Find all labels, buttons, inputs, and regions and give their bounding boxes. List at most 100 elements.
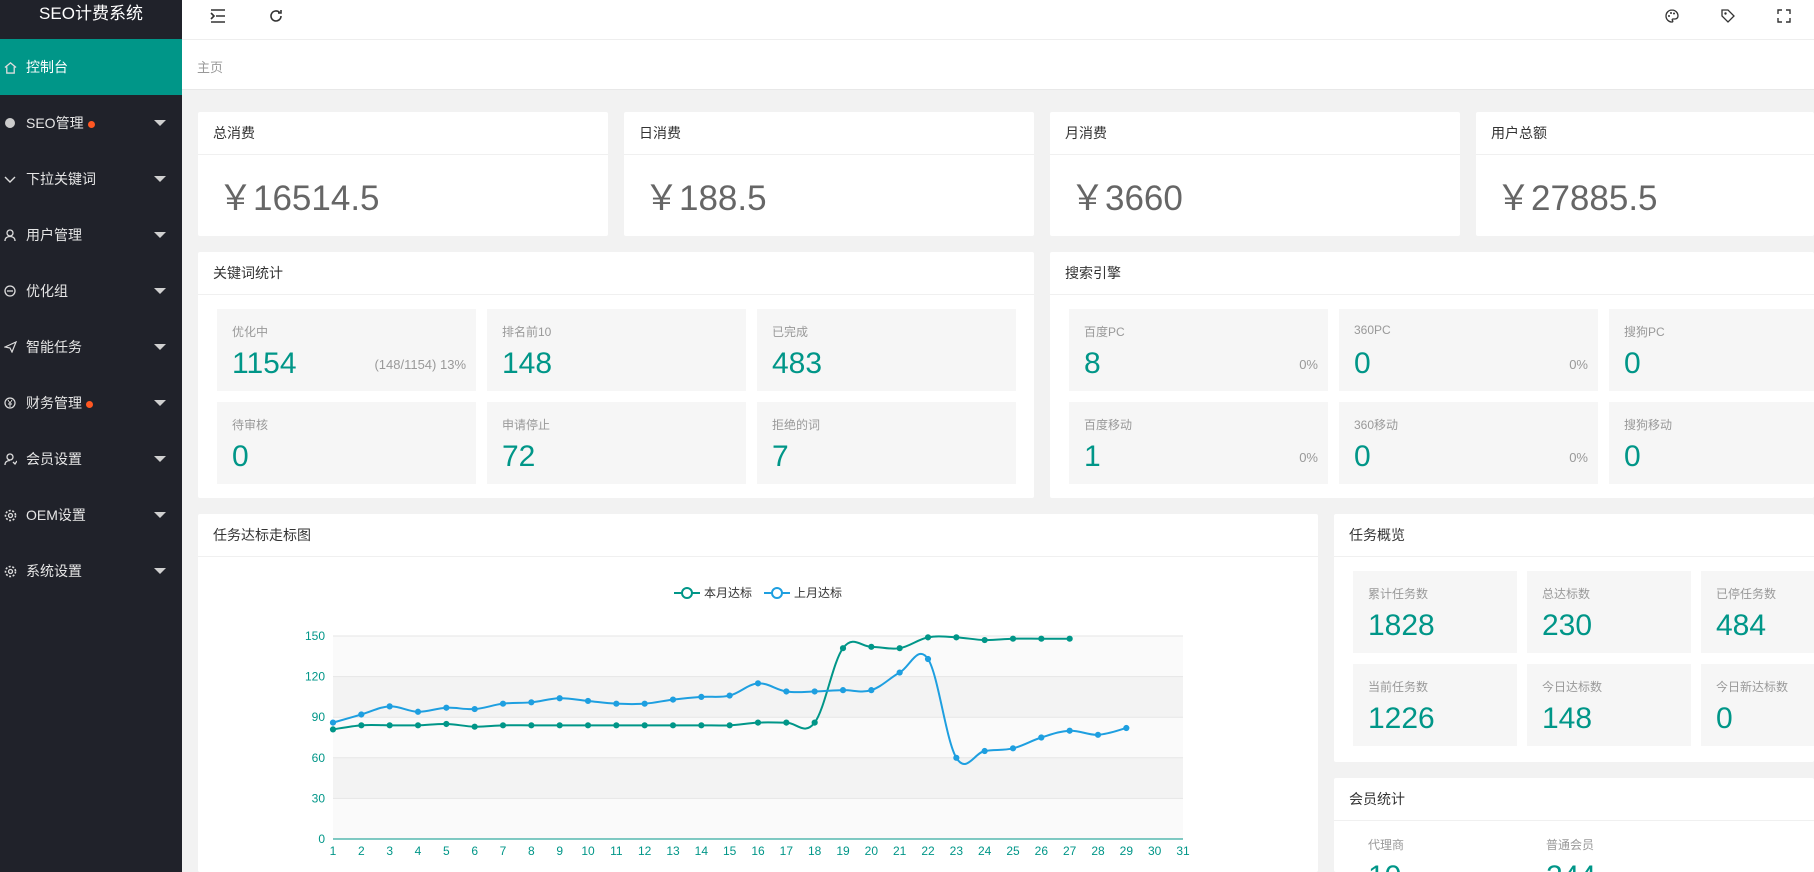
top-header xyxy=(182,0,1814,40)
x-tick-label: 6 xyxy=(471,844,478,858)
x-tick-label: 31 xyxy=(1176,844,1190,858)
data-point-series-1 xyxy=(613,700,620,707)
fullscreen-icon[interactable] xyxy=(1774,6,1794,26)
data-point-series-1 xyxy=(556,695,563,702)
stat-value: 483 xyxy=(772,347,823,380)
card-title: 日消费 xyxy=(624,112,1034,155)
sidebar-item-5[interactable]: 智能任务 xyxy=(0,319,182,375)
engine-stat-4: 360移动 0 0% xyxy=(1339,402,1598,484)
task-stat-2: 已停任务数 484 xyxy=(1701,571,1814,653)
palette-icon[interactable] xyxy=(1662,6,1682,26)
data-point-series-0 xyxy=(1066,635,1073,642)
sidebar-item-0[interactable]: 控制台 xyxy=(0,39,182,95)
x-tick-label: 24 xyxy=(978,844,992,858)
stat-value: 484 xyxy=(1716,609,1767,642)
data-point-series-0 xyxy=(1009,635,1017,642)
y-tick-label: 120 xyxy=(305,670,325,684)
data-point-series-1 xyxy=(358,711,365,718)
sidebar-item-label: 会员设置 xyxy=(26,451,82,467)
y-tick-label: 150 xyxy=(305,629,325,643)
sidebar-item-7[interactable]: 会员设置 xyxy=(0,431,182,487)
x-tick-label: 11 xyxy=(610,844,623,858)
stat-note: 0% xyxy=(1299,357,1318,372)
data-point-series-0 xyxy=(528,722,535,729)
total-consumption-value: ￥16514.5 xyxy=(218,179,380,218)
card-title: 月消费 xyxy=(1050,112,1460,155)
chart-legend: 本月达标 上月达标 xyxy=(198,584,1318,601)
search-engine-card: 搜索引擎 百度PC 8 0% 360PC 0 0% 搜狗PC 0 百度移动 1 0% 360移动 0 0%… xyxy=(1050,252,1814,498)
stat-label: 总达标数 xyxy=(1542,587,1591,601)
card-title: 搜索引擎 xyxy=(1050,252,1814,295)
daily-consumption-value: ￥188.5 xyxy=(644,179,767,218)
stat-label: 搜狗移动 xyxy=(1624,418,1673,432)
gear-icon xyxy=(3,508,17,522)
data-point-series-0 xyxy=(329,726,337,733)
breadcrumb-home[interactable]: 主页 xyxy=(197,60,224,75)
stat-label: 已停任务数 xyxy=(1716,587,1777,601)
tag-icon[interactable] xyxy=(1718,6,1738,26)
expand-caret-icon xyxy=(154,288,166,294)
stat-label: 累计任务数 xyxy=(1368,587,1429,601)
home-icon xyxy=(3,60,17,74)
sidebar-item-6[interactable]: 财务管理 xyxy=(0,375,182,431)
data-point-series-1 xyxy=(329,719,337,726)
sidebar-item-label: 智能任务 xyxy=(26,339,82,355)
expand-caret-icon xyxy=(154,568,166,574)
x-tick-label: 10 xyxy=(581,844,595,858)
stat-value: 1226 xyxy=(1368,702,1435,735)
stat-value: 244 xyxy=(1546,860,1596,872)
y-tick-label: 30 xyxy=(312,791,326,805)
x-tick-label: 15 xyxy=(723,844,737,858)
legend-item-last-month[interactable]: 上月达标 xyxy=(764,584,842,601)
sidebar-item-3[interactable]: 用户管理 xyxy=(0,207,182,263)
notification-dot xyxy=(86,400,93,408)
data-point-series-1 xyxy=(953,754,960,761)
data-point-series-0 xyxy=(981,636,988,644)
sidebar-item-8[interactable]: OEM设置 xyxy=(0,487,182,543)
x-tick-label: 7 xyxy=(500,844,507,858)
legend-symbol xyxy=(764,586,790,599)
legend-item-this-month[interactable]: 本月达标 xyxy=(673,584,752,601)
data-point-series-0 xyxy=(868,643,875,650)
stat-value: 0 xyxy=(1624,347,1641,380)
user-balance-value: ￥27885.5 xyxy=(1496,179,1658,218)
expand-caret-icon xyxy=(154,232,166,238)
stat-value: 0 xyxy=(1716,702,1733,735)
data-point-series-1 xyxy=(443,704,450,711)
y-tick-label: 0 xyxy=(318,832,325,846)
refresh-icon[interactable] xyxy=(266,6,286,26)
data-point-series-0 xyxy=(613,722,620,729)
x-tick-label: 29 xyxy=(1120,844,1134,858)
data-point-series-0 xyxy=(669,722,677,729)
sidebar-item-label: 优化组 xyxy=(26,283,68,299)
data-point-series-1 xyxy=(1123,724,1130,732)
menu-fold-icon[interactable] xyxy=(208,6,228,26)
data-point-series-0 xyxy=(499,722,507,729)
stat-label: 百度移动 xyxy=(1084,418,1133,432)
data-point-series-0 xyxy=(556,722,563,729)
keyword-stat-0: 优化中 1154 (148/1154) 13% xyxy=(217,309,476,391)
x-tick-label: 23 xyxy=(950,844,964,858)
stat-label: 拒绝的词 xyxy=(772,418,821,432)
sidebar-item-4[interactable]: 优化组 xyxy=(0,263,182,319)
stat-value: 0 xyxy=(1624,440,1641,473)
sidebar-item-2[interactable]: 下拉关键词 xyxy=(0,151,182,207)
x-tick-label: 21 xyxy=(893,844,907,858)
data-point-series-0 xyxy=(754,719,762,726)
stat-label: 代理商 xyxy=(1368,838,1405,852)
sidebar-item-9[interactable]: 系统设置 xyxy=(0,543,182,599)
data-point-series-0 xyxy=(641,722,648,729)
x-tick-label: 22 xyxy=(921,844,935,858)
stat-value: 148 xyxy=(502,347,553,380)
user-icon xyxy=(3,228,17,242)
data-point-series-1 xyxy=(839,687,847,694)
x-tick-label: 14 xyxy=(695,844,709,858)
stat-label: 今日达标数 xyxy=(1542,680,1603,694)
x-tick-label: 5 xyxy=(443,844,450,858)
stat-label: 待审核 xyxy=(232,418,269,432)
stat-value: 0 xyxy=(1354,440,1371,473)
sidebar-item-1[interactable]: SEO管理 xyxy=(0,95,182,151)
data-point-series-1 xyxy=(386,703,393,710)
x-tick-label: 28 xyxy=(1091,844,1105,858)
